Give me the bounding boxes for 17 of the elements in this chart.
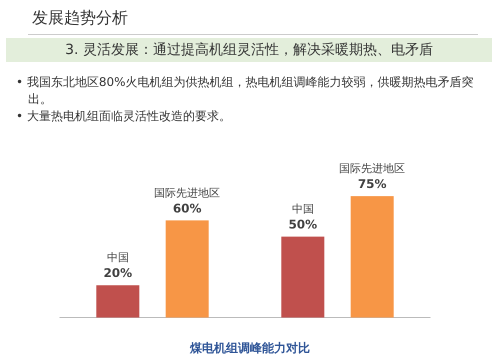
data-label: 20% [103, 266, 132, 280]
text: 国际先进地区 [339, 162, 406, 176]
data-label: 75% [358, 177, 387, 192]
bar [281, 236, 324, 318]
text: 煤电机组调峰能力对比 [188, 340, 311, 357]
data-label: 50% [288, 218, 318, 232]
bar [350, 196, 394, 318]
chart-subtitle: 3. 灵活发展：通过提高机组灵活性，解决采暖期热、电矛盾 [6, 38, 492, 62]
text: 中国 [292, 202, 314, 216]
text: 发展趋势分析 [32, 8, 128, 29]
data-label: 60% [172, 201, 202, 216]
bar [96, 285, 140, 318]
text: • 大量热电机组面临灵活性改造的要求。 [16, 108, 232, 125]
text: • 我国东北地区80%火电机组为供热机组，热电机组调峰能力较弱，供暖期热电矛盾突出。 [16, 74, 475, 108]
text: 国际先进地区 [154, 186, 220, 200]
series-label: 中国 [106, 251, 129, 264]
bar [166, 220, 209, 318]
